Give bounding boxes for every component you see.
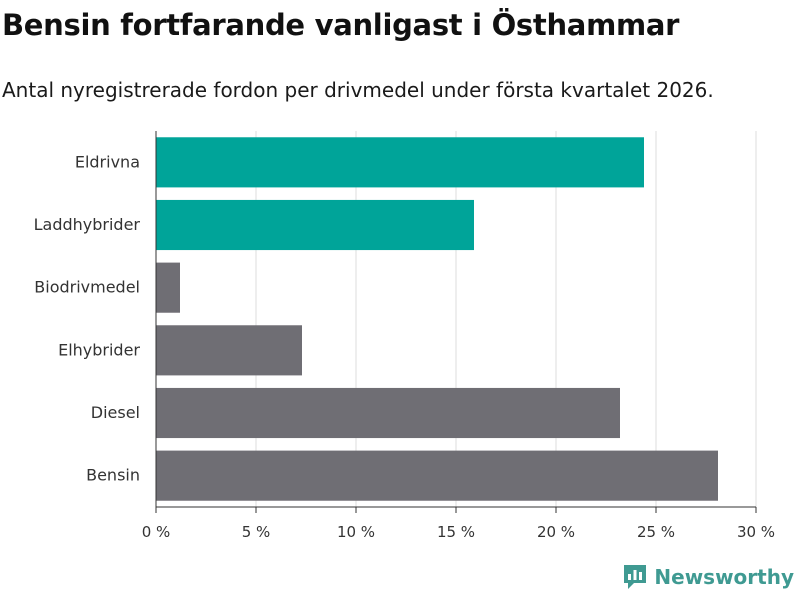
x-tick-label: 15 % xyxy=(437,523,475,541)
bar xyxy=(156,199,474,251)
x-tick-label: 5 % xyxy=(242,523,271,541)
category-label: Elhybrider xyxy=(58,340,140,359)
chart-subtitle: Antal nyregistrerade fordon per drivmede… xyxy=(2,78,714,102)
chart-title: Bensin fortfarande vanligast i Östhammar xyxy=(2,8,680,42)
x-tick-label: 0 % xyxy=(142,523,171,541)
bar xyxy=(156,387,620,439)
x-tick-label: 30 % xyxy=(737,523,775,541)
category-label: Biodrivmedel xyxy=(34,278,140,297)
brand-name: Newsworthy xyxy=(654,565,794,589)
x-tick-label: 25 % xyxy=(637,523,675,541)
x-tick-label: 10 % xyxy=(337,523,375,541)
category-label: Laddhybrider xyxy=(34,215,141,234)
category-label: Diesel xyxy=(91,403,140,422)
newsworthy-logo-icon xyxy=(624,565,647,589)
bar xyxy=(156,450,718,501)
category-label: Bensin xyxy=(86,466,140,485)
bar xyxy=(156,137,644,188)
brand-logo: Newsworthy xyxy=(622,562,794,592)
category-label: Eldrivna xyxy=(75,152,140,171)
bar xyxy=(156,262,180,313)
bar xyxy=(156,325,302,376)
x-tick-label: 20 % xyxy=(537,523,575,541)
